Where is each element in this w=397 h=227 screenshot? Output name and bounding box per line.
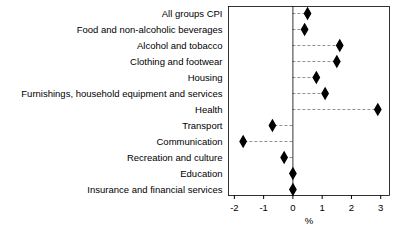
svg-text:Clothing and footwear: Clothing and footwear	[130, 56, 222, 67]
svg-text:Health: Health	[195, 104, 222, 115]
svg-text:2: 2	[349, 202, 354, 213]
svg-text:Recreation and culture: Recreation and culture	[127, 152, 223, 163]
svg-text:Education: Education	[180, 168, 222, 179]
svg-text:Food and non-alcoholic beverag: Food and non-alcoholic beverages	[77, 24, 223, 35]
svg-text:-2: -2	[230, 202, 238, 213]
svg-text:%: %	[305, 215, 314, 226]
svg-text:0: 0	[290, 202, 295, 213]
svg-text:Housing: Housing	[188, 72, 223, 83]
svg-text:Furnishings, household equipme: Furnishings, household equipment and ser…	[21, 88, 222, 99]
svg-text:Alcohol and tobacco: Alcohol and tobacco	[137, 40, 223, 51]
svg-text:Insurance and financial servic: Insurance and financial services	[87, 184, 222, 195]
svg-text:-1: -1	[259, 202, 267, 213]
svg-text:Transport: Transport	[182, 120, 223, 131]
svg-text:All groups CPI: All groups CPI	[162, 8, 223, 19]
svg-text:Communication: Communication	[157, 136, 223, 147]
svg-text:3: 3	[378, 202, 383, 213]
svg-text:1: 1	[320, 202, 325, 213]
